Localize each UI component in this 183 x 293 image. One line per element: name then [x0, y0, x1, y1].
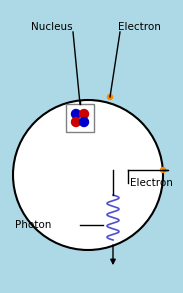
Circle shape — [79, 110, 89, 118]
Text: Nucleus: Nucleus — [31, 22, 73, 32]
Circle shape — [13, 100, 163, 250]
Circle shape — [79, 117, 89, 127]
Text: Electron: Electron — [118, 22, 161, 32]
Text: Photon: Photon — [15, 220, 51, 230]
Circle shape — [72, 110, 81, 118]
Bar — [66, 104, 94, 132]
Text: Electron: Electron — [130, 178, 173, 188]
Circle shape — [107, 95, 113, 100]
Circle shape — [160, 168, 165, 173]
Circle shape — [72, 117, 81, 127]
